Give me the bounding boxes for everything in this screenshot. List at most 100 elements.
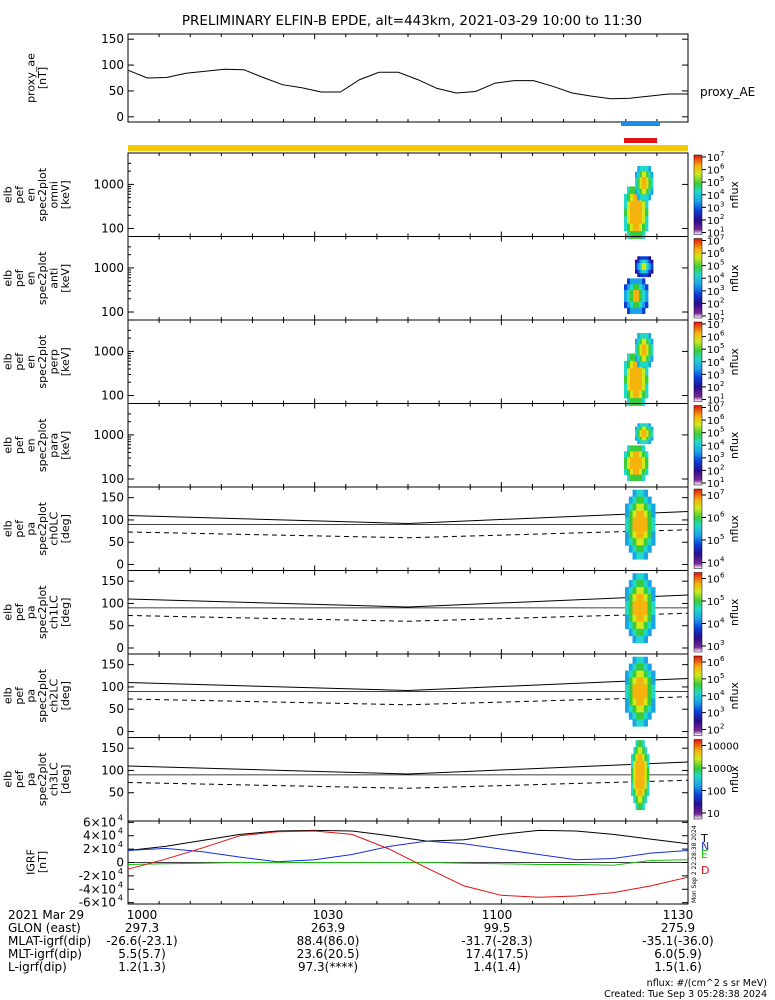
spec-panel-0-colorbar-exp: 3 bbox=[720, 200, 724, 208]
spectrogram-pixel bbox=[644, 256, 647, 261]
igrf-panel-ytick-label: 2×10 bbox=[83, 842, 116, 856]
spectrogram-pixel bbox=[648, 256, 652, 261]
pa-panel-2-ytick-label: 0 bbox=[116, 725, 124, 739]
spectrogram-pixel bbox=[641, 350, 645, 357]
spectrogram-pixel bbox=[642, 768, 645, 776]
pa-panel-3-ytick-label: 150 bbox=[101, 741, 124, 755]
pa-panel-3-colorbar-title: nflux bbox=[728, 765, 741, 793]
igrf-panel-ytick-exp: 4 bbox=[118, 880, 123, 889]
spectrogram-pixel bbox=[645, 208, 649, 217]
spectrogram-pixel bbox=[648, 177, 652, 184]
spectrogram-pixel bbox=[636, 587, 641, 595]
spectrogram-pixel bbox=[644, 355, 647, 362]
footer-row-value: 97.3(****) bbox=[298, 960, 358, 974]
spectrogram-pixel bbox=[635, 781, 639, 790]
spectrogram-pixel bbox=[637, 426, 640, 431]
spectrogram-pixel bbox=[624, 284, 628, 291]
spectrogram-pixel bbox=[640, 663, 645, 671]
pa-panel-2-ylabel-line: [deg] bbox=[59, 681, 72, 710]
spectrogram-pixel bbox=[637, 259, 640, 264]
spectrogram-pixel bbox=[646, 436, 649, 441]
spectrogram-pixel bbox=[628, 684, 633, 692]
spectrogram-pixel bbox=[628, 517, 633, 525]
spectrogram-pixel bbox=[643, 607, 648, 616]
spectrogram-pixel bbox=[636, 517, 641, 525]
igrf-series-E bbox=[127, 859, 689, 866]
spectrogram-pixel bbox=[627, 368, 631, 377]
spectrogram-pixel bbox=[646, 754, 650, 762]
spectrogram-pixel bbox=[640, 781, 643, 790]
spectrogram-pixel bbox=[636, 398, 640, 406]
spec-panel-0-ylabel-line: [keV] bbox=[59, 180, 72, 209]
spectrogram-pixel bbox=[632, 510, 637, 518]
pa-panel-0-ytick-label: 50 bbox=[109, 535, 124, 549]
spectrogram-pixel bbox=[639, 333, 643, 340]
spectrogram-pixel bbox=[647, 663, 652, 671]
spectrogram-pixel bbox=[648, 355, 652, 362]
ae-panel-ytick-label: 100 bbox=[101, 58, 124, 72]
spectrogram-pixel bbox=[633, 223, 637, 232]
spectrogram-pixel bbox=[625, 670, 630, 678]
spectrogram-pixel bbox=[646, 430, 649, 434]
pa-panel-3-colorbar-label: 1000 bbox=[707, 764, 732, 775]
spectrogram-pixel bbox=[628, 628, 633, 637]
spectrogram-pixel bbox=[651, 531, 656, 539]
pa-panel-0-ylabel-line: spec2plot bbox=[36, 501, 49, 555]
spectrogram-pixel bbox=[640, 761, 643, 769]
spec-panel-2-ytick-label: 100 bbox=[101, 389, 124, 403]
spectrogram-pixel bbox=[627, 296, 631, 303]
spectrogram-pixel bbox=[643, 698, 648, 706]
pa-panel-2-colorbar-exp: 3 bbox=[720, 706, 724, 714]
spectrogram-pixel bbox=[637, 333, 640, 340]
pa-panel-3-colorbar-label: 100 bbox=[707, 787, 726, 798]
spec-panel-2-ylabel-line: [keV] bbox=[59, 347, 72, 376]
pa-panel-3-data bbox=[631, 740, 650, 811]
spec-panel-3-colorbar-label: 10 bbox=[707, 479, 720, 490]
spectrogram-pixel bbox=[639, 338, 643, 345]
igrf-panel-ytick-exp: 4 bbox=[118, 867, 123, 876]
spectrogram-pixel bbox=[640, 795, 643, 804]
spec-panel-2-colorbar-label: 10 bbox=[707, 383, 720, 394]
ae-panel-frame bbox=[127, 33, 689, 123]
spectrogram-pixel bbox=[642, 802, 645, 811]
spectrogram-pixel bbox=[639, 368, 643, 377]
spectrogram-pixel bbox=[631, 768, 634, 776]
spec-panel-2-colorbar-exp: 6 bbox=[720, 330, 725, 338]
spectrogram-pixel bbox=[632, 628, 637, 637]
spectrogram-pixel bbox=[645, 284, 649, 291]
spectrogram-pixel bbox=[639, 423, 643, 428]
spectrogram-pixel bbox=[644, 781, 648, 790]
pa-panel-3-frame bbox=[127, 737, 689, 822]
spec-panel-3-ylabel-line: para bbox=[47, 433, 60, 458]
spectrogram-pixel bbox=[636, 614, 641, 623]
spectrogram-pixel bbox=[644, 423, 647, 428]
spectrogram-pixel bbox=[639, 171, 643, 178]
pa-panel-2-ylabel-line: spec2plot bbox=[36, 668, 49, 722]
spectrogram-pixel bbox=[648, 266, 652, 271]
pa-panel-3-ylabel-line: spec2plot bbox=[36, 752, 49, 806]
spectrogram-pixel bbox=[636, 656, 641, 665]
spectrogram-pixel bbox=[639, 290, 643, 297]
spectrogram-pixel bbox=[639, 188, 643, 195]
spectrogram-pixel bbox=[625, 531, 630, 539]
spectrogram-pixel bbox=[639, 426, 643, 431]
igrf-legend-T: T bbox=[700, 832, 708, 845]
spectrogram-pixel bbox=[646, 433, 649, 438]
spectrogram-pixel bbox=[644, 774, 648, 783]
spec-panel-3-colorbar-exp: 6 bbox=[720, 413, 725, 421]
spectrogram-pixel bbox=[628, 712, 633, 720]
spectrogram-pixel bbox=[642, 774, 645, 783]
spec-panel-3-colorbar bbox=[693, 405, 703, 486]
footer-row-value: 1.4(1.4) bbox=[473, 960, 521, 974]
footer-row-value: -31.7(-28.3) bbox=[461, 934, 532, 948]
spectrogram-pixel bbox=[650, 183, 654, 190]
pa-panel-2-blob bbox=[625, 656, 656, 727]
spectrogram-pixel bbox=[648, 194, 652, 201]
science-zone-bar-red bbox=[624, 138, 657, 143]
pa-panel-1-ylabel-line: elb bbox=[1, 604, 14, 621]
spectrogram-pixel bbox=[647, 496, 652, 504]
spec-panel-2-colorbar bbox=[693, 321, 703, 402]
spectrogram-pixel bbox=[639, 194, 643, 201]
pa-panel-0-colorbar-exp: 5 bbox=[720, 533, 724, 541]
spectrogram-pixel bbox=[633, 463, 637, 470]
